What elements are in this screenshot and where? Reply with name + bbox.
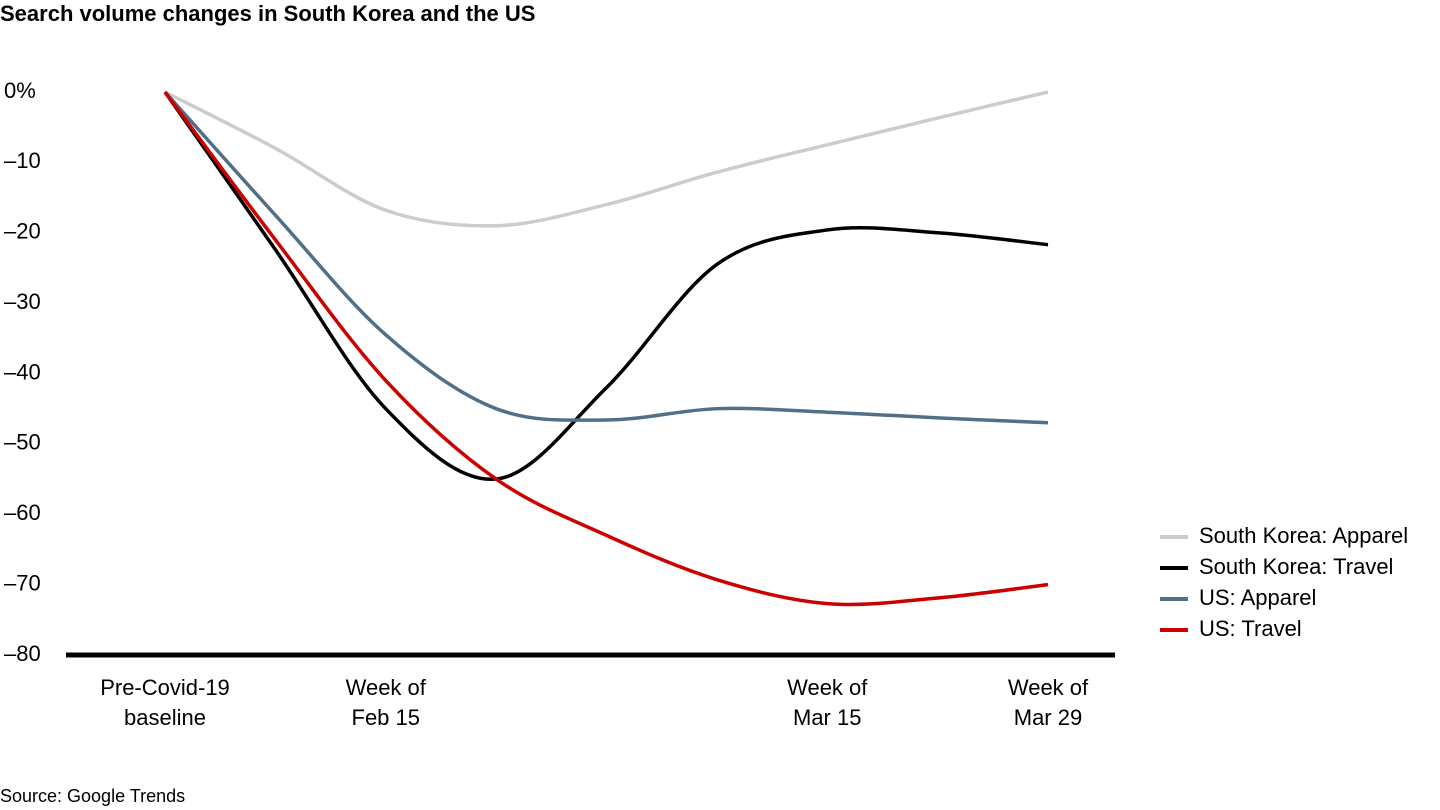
legend-label: US: Travel: [1199, 616, 1302, 641]
y-tick-label: –20: [4, 219, 41, 244]
y-tick-label: –80: [4, 641, 41, 666]
y-tick-label: –60: [4, 500, 41, 525]
x-tick-label: Week of Mar 29: [1007, 675, 1089, 730]
y-tick-label: 0%: [4, 78, 36, 103]
legend-label: South Korea: Apparel: [1199, 523, 1408, 548]
chart-title: Search volume changes in South Korea and…: [0, 1, 535, 26]
legend-label: US: Apparel: [1199, 585, 1316, 610]
y-tick-label: –10: [4, 148, 41, 173]
series-line: [163, 90, 1049, 481]
y-tick-label: –70: [4, 570, 41, 595]
y-tick-label: –30: [4, 289, 41, 314]
series-line: [163, 90, 1049, 607]
series-line: [164, 90, 1049, 228]
legend-label: South Korea: Travel: [1199, 554, 1393, 579]
series-line: [163, 90, 1049, 425]
y-tick-label: –40: [4, 359, 41, 384]
x-tick-label: Week of Mar 15: [787, 675, 868, 730]
y-tick-label: –50: [4, 430, 41, 455]
x-tick-label: Week of Feb 15: [345, 675, 426, 730]
x-tick-label: Pre-Covid-19 baseline: [100, 675, 230, 730]
source-note: Source: Google Trends: [0, 786, 185, 806]
